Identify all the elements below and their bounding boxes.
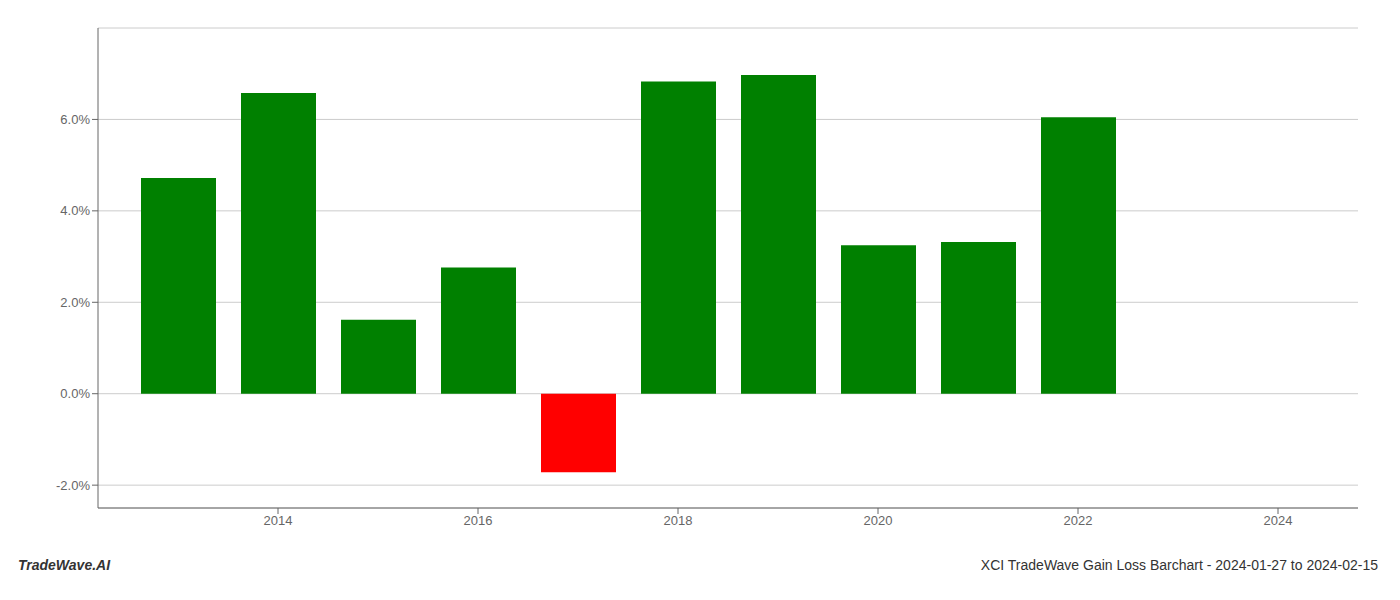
html-text:TradeWave.AI: TradeWave.AI — [18, 557, 111, 573]
html-text:XCI TradeWave Gain Loss Barcha: XCI TradeWave Gain Loss Barchart - 2024-… — [980, 557, 1378, 573]
svg-text:6.0%: 6.0% — [60, 112, 90, 127]
svg-text:2.0%: 2.0% — [60, 295, 90, 310]
svg-text:2022: 2022 — [1064, 513, 1093, 528]
svg-text:2014: 2014 — [264, 513, 293, 528]
svg-text:2016: 2016 — [464, 513, 493, 528]
svg-text:2024: 2024 — [1264, 513, 1293, 528]
svg-text:-2.0%: -2.0% — [56, 478, 90, 493]
svg-text:2020: 2020 — [864, 513, 893, 528]
svg-text:4.0%: 4.0% — [60, 203, 90, 218]
svg-text:0.0%: 0.0% — [60, 386, 90, 401]
svg-text:2018: 2018 — [664, 513, 693, 528]
